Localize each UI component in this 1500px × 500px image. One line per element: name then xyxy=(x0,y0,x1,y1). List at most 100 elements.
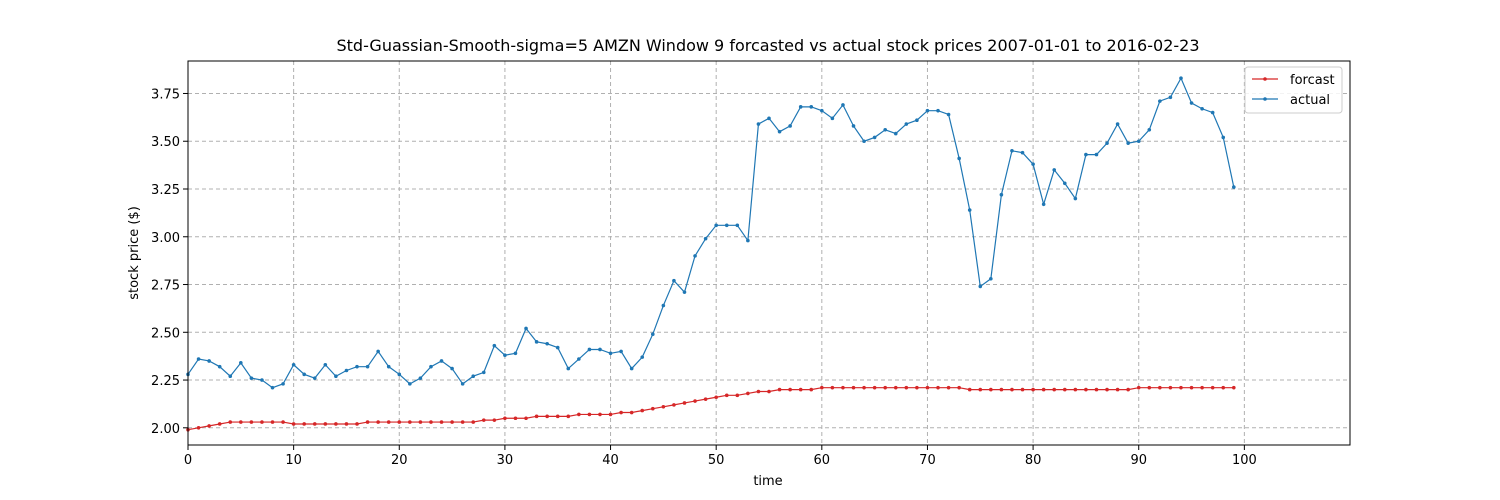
data-point-forcast xyxy=(344,422,349,426)
data-point-forcast xyxy=(893,385,898,390)
data-point-actual xyxy=(798,105,803,109)
data-point-actual xyxy=(851,124,856,128)
data-point-actual xyxy=(503,353,507,358)
data-point-forcast xyxy=(841,385,845,390)
legend-marker xyxy=(1263,97,1267,101)
data-point-forcast xyxy=(809,387,814,392)
series-line-actual xyxy=(187,76,1235,389)
data-point-forcast xyxy=(1073,387,1078,392)
data-point-forcast xyxy=(872,385,877,390)
data-point-actual xyxy=(312,376,317,380)
series-line-forcast xyxy=(187,387,1234,431)
data-point-actual xyxy=(1232,185,1236,189)
data-point-forcast xyxy=(1031,387,1035,392)
data-point-forcast xyxy=(217,422,222,426)
data-point-forcast xyxy=(566,414,571,419)
data-point-actual xyxy=(830,116,835,121)
data-point-forcast xyxy=(196,426,201,430)
data-point-actual xyxy=(418,376,423,380)
data-point-actual xyxy=(1221,135,1226,140)
data-point-actual xyxy=(841,103,845,107)
data-point-actual xyxy=(429,364,433,369)
data-point-actual xyxy=(598,347,602,352)
data-point-actual xyxy=(228,374,233,379)
data-point-actual xyxy=(651,332,655,336)
data-point-actual xyxy=(460,382,465,386)
data-point-actual xyxy=(746,238,750,243)
data-point-forcast xyxy=(820,385,824,390)
data-point-actual xyxy=(450,366,454,371)
data-point-actual xyxy=(946,112,951,117)
data-point-actual xyxy=(260,378,264,382)
data-point-forcast xyxy=(777,387,782,392)
data-point-actual xyxy=(703,236,708,241)
data-point-forcast xyxy=(904,385,909,390)
data-point-forcast xyxy=(883,385,887,390)
data-point-actual xyxy=(545,341,549,346)
data-point-forcast xyxy=(925,385,930,390)
data-point-actual xyxy=(788,124,792,128)
data-point-actual xyxy=(386,364,391,369)
data-point-forcast xyxy=(376,420,380,424)
data-point-actual xyxy=(809,105,814,109)
data-point-forcast xyxy=(270,420,275,424)
data-point-forcast xyxy=(355,422,359,426)
data-point-forcast xyxy=(249,420,254,424)
data-point-forcast xyxy=(862,385,866,390)
data-point-actual xyxy=(640,355,645,359)
data-point-forcast xyxy=(228,420,233,424)
grid xyxy=(187,61,1350,445)
x-tick-label: 30 xyxy=(497,453,514,468)
data-point-actual xyxy=(471,374,476,379)
data-point-actual xyxy=(862,139,866,144)
data-point-forcast xyxy=(640,408,645,413)
data-point-forcast xyxy=(439,420,444,424)
data-point-forcast xyxy=(503,416,507,421)
data-point-actual xyxy=(439,359,444,363)
data-point-forcast xyxy=(312,422,317,426)
data-point-forcast xyxy=(946,385,951,390)
data-point-forcast xyxy=(1041,387,1046,392)
y-tick-label: 2.25 xyxy=(151,374,180,389)
data-point-actual xyxy=(270,385,275,390)
data-point-actual xyxy=(334,374,338,379)
data-point-actual xyxy=(1031,162,1035,166)
data-point-actual xyxy=(724,223,729,228)
data-point-forcast xyxy=(386,420,391,424)
x-tick-label: 10 xyxy=(285,453,302,468)
data-point-actual xyxy=(1010,148,1014,153)
data-point-actual xyxy=(1189,101,1194,105)
data-point-forcast xyxy=(936,385,940,390)
data-point-actual xyxy=(1062,181,1067,186)
data-point-forcast xyxy=(281,420,285,424)
x-tick-label: 90 xyxy=(1130,453,1147,468)
data-point-actual xyxy=(555,345,560,350)
data-point-forcast xyxy=(1221,385,1226,390)
legend-item-actual: actual xyxy=(1252,93,1330,108)
data-point-forcast xyxy=(1126,387,1130,392)
data-point-actual xyxy=(239,361,243,365)
data-point-actual xyxy=(1052,168,1057,172)
data-point-actual xyxy=(915,118,919,123)
data-point-forcast xyxy=(323,422,328,426)
data-point-forcast xyxy=(492,418,497,422)
x-axis: 0 10 20 30 40 50 60 70 80 90 100 xyxy=(184,445,1257,468)
data-point-forcast xyxy=(830,385,835,390)
legend-marker xyxy=(1263,77,1267,81)
data-point-actual xyxy=(524,326,528,331)
plot-frame xyxy=(187,60,1351,446)
y-axis-label: stock price ($) xyxy=(127,206,142,300)
data-point-actual xyxy=(1158,99,1162,103)
chart-title: Std-Guassian-Smooth-sigma=5 AMZN Window … xyxy=(336,36,1199,55)
x-tick-label: 40 xyxy=(602,453,619,468)
data-point-actual xyxy=(735,223,740,228)
data-point-actual xyxy=(1020,150,1025,155)
x-tick-label: 60 xyxy=(814,453,831,468)
y-tick-label: 2.50 xyxy=(151,326,180,341)
data-point-forcast xyxy=(661,404,666,409)
data-point-forcast xyxy=(693,399,697,403)
legend: forcast actual xyxy=(1244,66,1343,114)
data-point-forcast xyxy=(460,420,465,424)
data-point-forcast xyxy=(1020,387,1025,392)
data-point-actual xyxy=(756,122,761,126)
